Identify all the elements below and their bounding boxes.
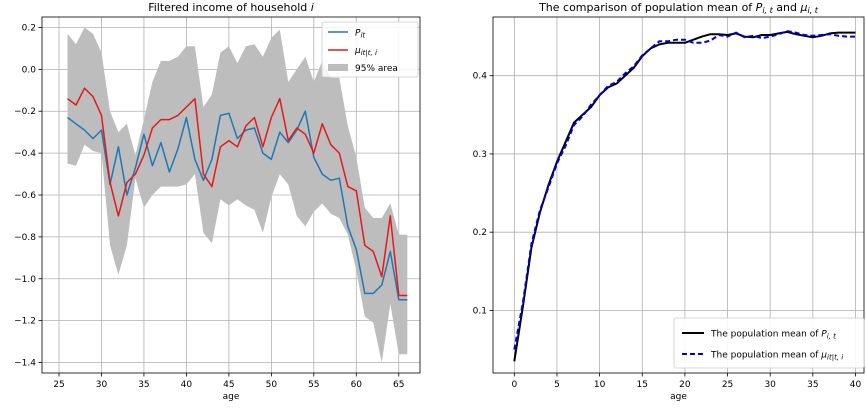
series-line-1	[67, 87, 408, 297]
legend-box	[673, 317, 865, 369]
x-tick-label: 25	[722, 380, 733, 390]
x-tick-label: 60	[351, 380, 363, 390]
title-text-b: and	[773, 1, 801, 14]
filtered-income-chart: 25 30 35 40 45 50 55 60 65 −1.4 −1.2 −1.0 −0.8 −0.6 −0…	[14, 1, 421, 402]
y-tick-label: 0.4	[473, 72, 488, 82]
legend-label-pop-mu: The population mean of μit|t, i	[710, 351, 843, 362]
x-tick-label: 10	[594, 380, 606, 390]
y-tick-label: 0.3	[473, 150, 487, 160]
legend: Pit μit|t, i 95% area	[321, 21, 419, 78]
x-tick-label: 20	[679, 380, 691, 390]
title-variable: i	[311, 1, 314, 14]
y-tick-label: −0.6	[14, 191, 36, 201]
legend-label-pit: Pit	[355, 29, 365, 40]
chart-title: The comparison of population mean of Pi,…	[538, 1, 819, 15]
legend-label-pop-p: The population mean of Pi, t	[710, 330, 836, 341]
y-tick-label: −1.2	[14, 317, 36, 327]
title-var-mu: μ	[799, 1, 807, 14]
y-tick-label: 0.1	[473, 306, 487, 316]
x-tick-label: 15	[637, 380, 648, 390]
x-tick-label: 30	[96, 380, 108, 390]
x-tick-label: 45	[223, 380, 234, 390]
x-tick-label: 50	[266, 380, 278, 390]
legend-swatch-band	[328, 64, 348, 71]
x-tick-label: 35	[807, 380, 818, 390]
x-tick-label: 65	[393, 380, 404, 390]
y-tick-label: −1.0	[14, 275, 36, 285]
y-tick-label: 0.2	[473, 228, 487, 238]
series-lines	[513, 30, 856, 362]
grid	[493, 17, 864, 373]
series-lines	[67, 87, 408, 301]
x-tick-label: 40	[850, 380, 862, 390]
confidence-band	[67, 27, 408, 363]
y-tick-label: −0.8	[14, 233, 36, 243]
x-tick-label: 0	[511, 380, 517, 390]
x-axis-label: age	[223, 392, 240, 402]
legend-label-mu: μit|t, i	[354, 46, 377, 57]
title-sub-p: i, t	[762, 6, 773, 15]
y-tick-label: −1.4	[14, 359, 36, 369]
axis-ticks: 25 30 35 40 45 50 55 60 65 −1.4 −1.2 −1.0 −0.8 −0.6 −0…	[14, 23, 404, 390]
legend-label-band: 95% area	[355, 64, 398, 74]
title-text: Filtered income of household	[148, 1, 311, 14]
series-line-0	[513, 30, 856, 362]
population-mean-comparison-chart: 0 5 10 15 20 25 30 35 40 0.1 0.2 0.3 0.4 The compari…	[473, 1, 865, 402]
x-tick-label: 40	[181, 380, 193, 390]
series-line-0	[67, 110, 408, 301]
title-sub-mu: i, t	[807, 6, 818, 15]
legend: The population mean of Pi, t The populat…	[673, 317, 865, 369]
title-text-a: The comparison of population mean of	[538, 1, 756, 14]
confidence-band-area	[67, 27, 408, 363]
x-tick-label: 25	[53, 380, 64, 390]
y-tick-label: 0.0	[22, 65, 37, 75]
y-tick-label: −0.2	[14, 107, 36, 117]
y-tick-label: −0.4	[14, 149, 36, 159]
x-tick-label: 55	[308, 380, 319, 390]
x-tick-label: 30	[764, 380, 776, 390]
axis-ticks: 0 5 10 15 20 25 30 35 40 0.1 0.2 0.3 0.4	[473, 72, 862, 390]
x-tick-label: 35	[138, 380, 149, 390]
chart-title: Filtered income of household i	[148, 1, 314, 14]
y-tick-label: 0.2	[22, 23, 36, 33]
plot-frame	[492, 16, 865, 374]
title-var-p: P	[756, 1, 763, 14]
legend-box	[321, 21, 419, 78]
series-line-1	[513, 30, 856, 350]
x-axis-label: age	[670, 392, 687, 402]
x-tick-label: 5	[554, 380, 560, 390]
